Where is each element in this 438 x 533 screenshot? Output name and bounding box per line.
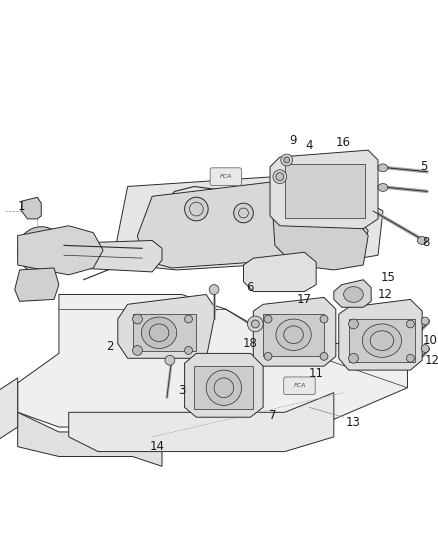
Text: 6: 6 (247, 281, 254, 294)
Text: 15: 15 (380, 271, 395, 284)
Circle shape (289, 264, 297, 272)
Circle shape (264, 352, 272, 360)
Circle shape (285, 199, 289, 203)
Text: 10: 10 (423, 334, 438, 347)
Text: 4: 4 (306, 139, 313, 152)
Circle shape (133, 345, 142, 356)
Polygon shape (15, 268, 59, 301)
Circle shape (349, 353, 358, 363)
Polygon shape (270, 150, 378, 229)
Polygon shape (334, 280, 371, 307)
Polygon shape (116, 176, 383, 270)
Circle shape (273, 170, 287, 183)
Ellipse shape (378, 183, 388, 191)
Text: 8: 8 (422, 236, 430, 249)
Circle shape (406, 320, 414, 328)
Polygon shape (69, 393, 334, 451)
Circle shape (264, 315, 272, 323)
Circle shape (350, 217, 353, 221)
Text: 7: 7 (269, 409, 277, 422)
Text: 5: 5 (420, 160, 428, 173)
Ellipse shape (206, 370, 241, 406)
Circle shape (25, 238, 29, 243)
Circle shape (25, 258, 29, 263)
Circle shape (315, 232, 323, 239)
Ellipse shape (378, 164, 388, 172)
Circle shape (247, 316, 263, 332)
Text: FCA: FCA (220, 174, 232, 179)
Ellipse shape (417, 237, 427, 245)
Circle shape (209, 285, 219, 295)
Polygon shape (18, 226, 103, 275)
Circle shape (44, 231, 49, 236)
Circle shape (291, 266, 295, 270)
Bar (285, 164, 365, 218)
Bar (349, 319, 415, 362)
Circle shape (18, 227, 65, 274)
Polygon shape (69, 240, 162, 272)
Bar (194, 366, 253, 409)
Circle shape (357, 256, 360, 260)
Circle shape (165, 356, 175, 365)
Text: 13: 13 (346, 416, 361, 429)
Circle shape (184, 346, 192, 354)
Polygon shape (339, 300, 422, 370)
Text: 11: 11 (309, 367, 324, 379)
Circle shape (349, 319, 358, 329)
Text: 12: 12 (378, 288, 392, 301)
Ellipse shape (362, 324, 402, 357)
Circle shape (421, 317, 429, 325)
Polygon shape (18, 413, 162, 466)
Ellipse shape (276, 319, 311, 351)
Text: 9: 9 (289, 134, 297, 147)
Text: 16: 16 (336, 136, 351, 149)
Circle shape (284, 157, 290, 163)
FancyBboxPatch shape (284, 377, 315, 394)
Circle shape (354, 254, 362, 262)
Circle shape (33, 243, 49, 258)
Circle shape (184, 315, 192, 323)
Polygon shape (138, 182, 368, 268)
Circle shape (234, 203, 253, 223)
Polygon shape (244, 252, 316, 292)
Text: 12: 12 (424, 354, 438, 367)
Circle shape (276, 173, 284, 181)
Circle shape (25, 235, 57, 266)
Circle shape (348, 215, 355, 223)
Text: 14: 14 (150, 440, 165, 453)
Circle shape (283, 197, 291, 205)
Polygon shape (184, 353, 263, 417)
Text: 17: 17 (297, 293, 312, 306)
Circle shape (421, 344, 429, 352)
Bar (263, 314, 324, 357)
Text: 18: 18 (243, 337, 258, 350)
FancyBboxPatch shape (210, 168, 241, 185)
Polygon shape (21, 197, 41, 219)
Circle shape (251, 320, 259, 328)
Text: 2: 2 (106, 340, 114, 353)
Polygon shape (273, 196, 368, 270)
Polygon shape (0, 378, 18, 442)
Polygon shape (118, 295, 216, 358)
Circle shape (57, 248, 61, 253)
Ellipse shape (141, 317, 177, 349)
Circle shape (184, 197, 208, 221)
Circle shape (133, 314, 142, 324)
Circle shape (305, 222, 333, 249)
Polygon shape (18, 295, 407, 447)
Circle shape (406, 354, 414, 362)
Text: FCA: FCA (293, 383, 306, 389)
Circle shape (320, 352, 328, 360)
Circle shape (44, 265, 49, 270)
Text: 3: 3 (178, 384, 185, 397)
Circle shape (320, 315, 328, 323)
Bar (133, 314, 196, 351)
Polygon shape (253, 297, 336, 366)
Ellipse shape (344, 287, 363, 302)
Circle shape (281, 154, 293, 166)
Text: 1: 1 (18, 200, 25, 213)
